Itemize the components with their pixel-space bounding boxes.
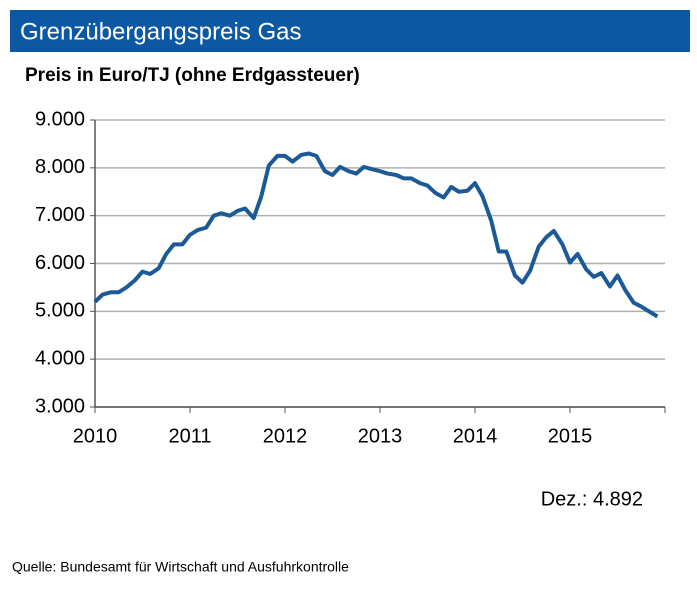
x-tick-label: 2013	[358, 425, 403, 447]
y-tick-label: 6.000	[35, 252, 85, 274]
x-tick-label: 2014	[453, 425, 498, 447]
x-tick-label: 2010	[73, 425, 118, 447]
y-tick-label: 3.000	[35, 395, 85, 417]
y-tick-label: 5.000	[35, 300, 85, 322]
y-tick-label: 7.000	[35, 204, 85, 226]
x-tick-label: 2011	[168, 425, 211, 447]
data-line	[93, 151, 659, 319]
chart-title: Grenzübergangspreis Gas	[20, 18, 301, 45]
x-tick-label: 2015	[548, 425, 593, 447]
annotation: Dez.: 4.892	[541, 488, 643, 510]
x-tick-label: 2012	[263, 425, 308, 447]
y-tick-label: 9.000	[35, 108, 85, 130]
y-tick-label: 8.000	[35, 156, 85, 178]
title-banner	[10, 10, 690, 52]
source: Quelle: Bundesamt für Wirtschaft und Aus…	[12, 559, 349, 575]
chart-subtitle: Preis in Euro/TJ (ohne Erdgassteuer)	[25, 65, 360, 86]
y-tick-label: 4.000	[35, 347, 85, 369]
